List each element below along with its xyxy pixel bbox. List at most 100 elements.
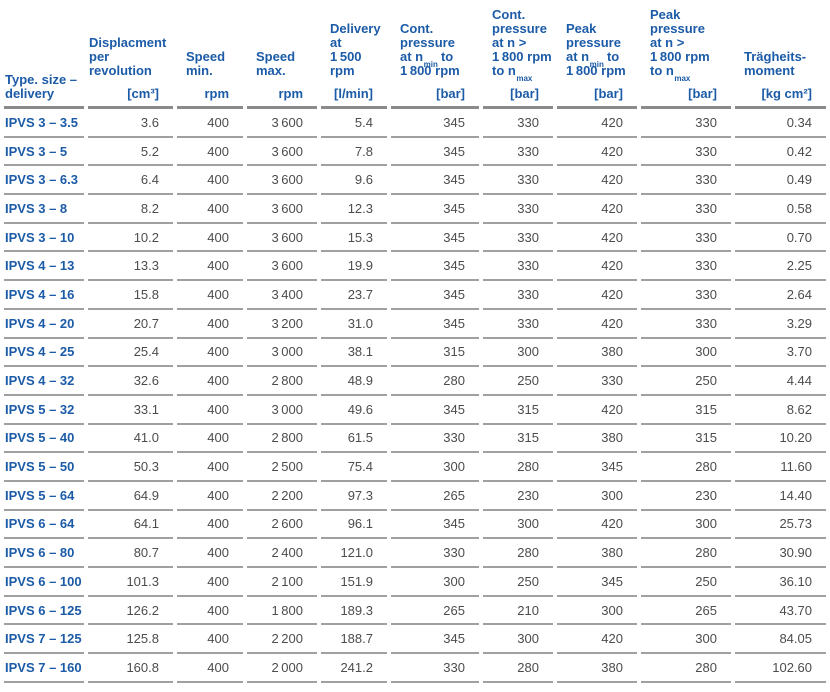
row-value-cell: 400 (177, 568, 243, 597)
row-value-cell: 420 (557, 396, 637, 425)
row-value-cell: 345 (391, 252, 479, 282)
row-value-cell: 400 (177, 281, 243, 310)
table-row: IPVS 6 – 80 80.7 400 2 400 121.0 330 280 380 280… (4, 539, 826, 568)
row-value-cell: 300 (641, 339, 731, 368)
row-type-cell: IPVS 3 – 6.3 (4, 166, 84, 196)
row-value-cell: 400 (177, 482, 243, 511)
row-value-cell: 345 (391, 310, 479, 339)
row-value-cell: 2 200 (247, 482, 317, 511)
row-value-cell: 330 (391, 654, 479, 683)
table-row: IPVS 7 – 160 160.8 400 2 000 241.2 330 280 380 2… (4, 654, 826, 683)
row-value-cell: 380 (557, 425, 637, 454)
row-value-cell: 250 (483, 367, 553, 396)
table-row: IPVS 5 – 64 64.9 400 2 200 97.3 265 230 300 230 1… (4, 482, 826, 511)
row-value-cell: 230 (641, 482, 731, 511)
column-header-cont-pressure-high: Cont. pressure at n > 1 800 rpm to nmax [… (483, 4, 553, 109)
column-unit-cont-pressure-high: [bar] (510, 86, 539, 101)
row-value-cell: 13.3 (88, 252, 173, 282)
row-value-cell: 420 (557, 109, 637, 138)
row-value-cell: 330 (641, 166, 731, 196)
table-row: IPVS 3 – 6.3 6.4 400 3 600 9.6 345 330 420 330 0.… (4, 166, 826, 196)
column-title-inertia: Trägheits- moment (744, 49, 807, 78)
row-type-cell: IPVS 4 – 25 (4, 339, 84, 368)
row-value-cell: 330 (641, 310, 731, 339)
row-value-cell: 11.60 (735, 453, 826, 482)
row-value-cell: 5.4 (321, 109, 387, 138)
row-value-cell: 2 100 (247, 568, 317, 597)
row-value-cell: 49.6 (321, 396, 387, 425)
row-value-cell: 300 (557, 597, 637, 626)
row-value-cell: 400 (177, 453, 243, 482)
row-type-cell: IPVS 5 – 50 (4, 453, 84, 482)
row-value-cell: 345 (391, 281, 479, 310)
row-value-cell: 121.0 (321, 539, 387, 568)
row-type-cell: IPVS 4 – 13 (4, 252, 84, 282)
row-value-cell: 300 (391, 683, 479, 692)
column-header-inertia: Trägheits- moment [kg cm²] (735, 4, 826, 109)
row-value-cell: 300 (557, 482, 637, 511)
row-value-cell: 3 000 (247, 339, 317, 368)
row-value-cell: 250 (641, 367, 731, 396)
row-value-cell: 64.1 (88, 511, 173, 540)
row-value-cell: 119.00 (735, 683, 826, 692)
column-unit-displacement: [cm³] (127, 86, 159, 101)
row-value-cell: 345 (557, 568, 637, 597)
row-value-cell: 300 (641, 683, 731, 692)
table-row: IPVS 5 – 50 50.3 400 2 500 75.4 300 280 345 280 1… (4, 453, 826, 482)
row-value-cell: 420 (557, 138, 637, 167)
column-title-peak-pressure-low: Peak pressure at nmin to 1 800 rpm (566, 21, 626, 78)
row-value-cell: 32.6 (88, 367, 173, 396)
row-type-cell: IPVS 6 – 100 (4, 568, 84, 597)
row-value-cell: 2 200 (247, 625, 317, 655)
column-header-displacement: Displacment per revolution [cm³] (88, 4, 173, 109)
column-unit-peak-pressure-high: [bar] (688, 86, 717, 101)
row-value-cell: 380 (557, 339, 637, 368)
column-unit-cont-pressure-low: [bar] (436, 86, 465, 101)
row-type-cell: IPVS 6 – 80 (4, 539, 84, 568)
row-value-cell: 160.8 (88, 654, 173, 683)
column-title-displacement: Displacment per revolution (89, 35, 167, 78)
table-row: IPVS 5 – 40 41.0 400 2 800 61.5 330 315 380 315 1… (4, 425, 826, 454)
column-header-peak-pressure-low: Peak pressure at nmin to 1 800 rpm [bar] (557, 4, 637, 109)
column-title-speed-min: Speed min. (186, 49, 226, 78)
row-value-cell: 330 (483, 138, 553, 167)
row-value-cell: 8.62 (735, 396, 826, 425)
row-value-cell: 84.05 (735, 625, 826, 655)
row-value-cell: 19.9 (321, 252, 387, 282)
row-value-cell: 400 (177, 310, 243, 339)
column-header-peak-pressure-high: Peak pressure at n > 1 800 rpm to nmax [b… (641, 4, 731, 109)
table-body: IPVS 3 – 3.5 3.6 400 3 600 5.4 345 330 420 330 0.… (4, 109, 826, 692)
row-value-cell: 420 (557, 281, 637, 310)
row-value-cell: 400 (177, 138, 243, 167)
row-value-cell: 420 (557, 625, 637, 655)
row-value-cell: 3 600 (247, 224, 317, 253)
row-value-cell: 2 400 (247, 539, 317, 568)
row-value-cell: 2 800 (247, 367, 317, 396)
table-row: IPVS 3 – 5 5.2 400 3 600 7.8 345 330 420 330 0.42 (4, 138, 826, 167)
row-type-cell: IPVS 6 – 125 (4, 597, 84, 626)
table-row: IPVS 4 – 32 32.6 400 2 800 48.9 280 250 330 250 4… (4, 367, 826, 396)
row-value-cell: 345 (391, 138, 479, 167)
row-value-cell: 5.2 (88, 138, 173, 167)
row-value-cell: 1 800 (247, 597, 317, 626)
row-value-cell: 0.42 (735, 138, 826, 167)
row-value-cell: 280 (641, 539, 731, 568)
row-type-cell: IPVS 4 – 16 (4, 281, 84, 310)
row-value-cell: 380 (557, 654, 637, 683)
row-value-cell: 23.7 (321, 281, 387, 310)
row-value-cell: 38.1 (321, 339, 387, 368)
row-value-cell: 0.70 (735, 224, 826, 253)
row-type-cell: IPVS 5 – 64 (4, 482, 84, 511)
table-row: IPVS 5 – 32 33.1 400 3 000 49.6 345 315 420 315 8… (4, 396, 826, 425)
column-header-speed-min: Speed min. rpm (177, 4, 243, 109)
row-type-cell: IPVS 4 – 20 (4, 310, 84, 339)
row-value-cell: 345 (391, 109, 479, 138)
row-type-cell: IPVS 5 – 40 (4, 425, 84, 454)
row-value-cell: 330 (483, 195, 553, 224)
row-value-cell: 345 (557, 453, 637, 482)
column-title-peak-pressure-high: Peak pressure at n > 1 800 rpm to nmax (650, 7, 710, 83)
row-value-cell: 300 (641, 625, 731, 655)
row-value-cell: 400 (177, 109, 243, 138)
row-value-cell: 8.2 (88, 195, 173, 224)
row-value-cell: 3 600 (247, 195, 317, 224)
